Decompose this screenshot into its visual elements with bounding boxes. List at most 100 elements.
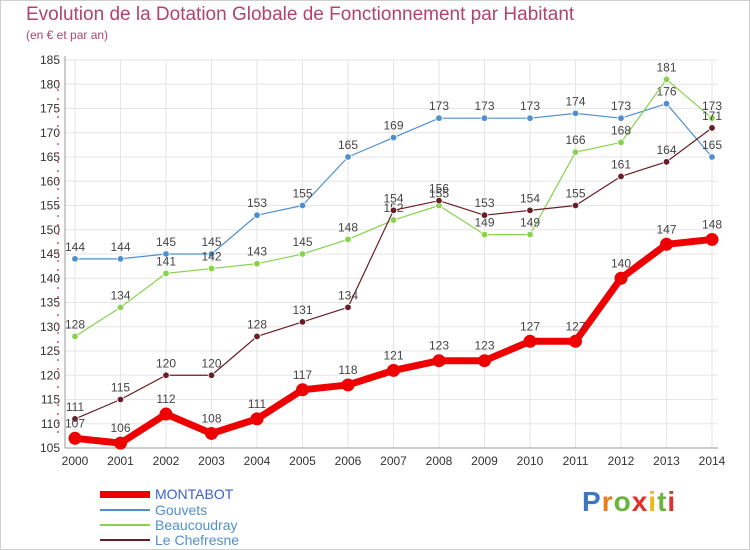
y-tick-label: 155 — [40, 199, 60, 213]
data-point — [617, 172, 625, 181]
data-point — [526, 114, 534, 122]
data-label: 123 — [474, 339, 494, 353]
data-label: 111 — [248, 397, 267, 411]
data-point — [389, 216, 398, 224]
data-label: 117 — [293, 368, 312, 382]
logo-letter: r — [601, 486, 614, 517]
data-label: 107 — [65, 416, 85, 430]
data-point — [162, 250, 170, 258]
data-label: 121 — [383, 348, 403, 362]
legend-label: MONTABOT — [155, 486, 234, 502]
data-label: 123 — [429, 339, 449, 353]
data-label: 181 — [656, 60, 676, 74]
data-label: 145 — [292, 235, 312, 249]
data-point — [660, 237, 673, 251]
data-point — [617, 114, 625, 122]
y-tick-label: 175 — [40, 102, 60, 116]
x-tick-label: 2004 — [244, 454, 271, 468]
data-label: 176 — [656, 85, 676, 99]
data-label: 143 — [247, 245, 267, 259]
logo-letter: t — [657, 486, 668, 517]
data-point — [159, 407, 173, 421]
data-point — [116, 395, 125, 404]
data-point — [389, 206, 398, 215]
y-tick-label: 115 — [41, 393, 60, 407]
data-label: 156 — [429, 182, 449, 196]
y-tick-label: 105 — [40, 441, 60, 455]
data-point — [662, 75, 671, 84]
data-point — [480, 211, 489, 219]
data-label: 144 — [110, 240, 130, 254]
data-point — [571, 201, 580, 210]
x-tick-label: 2003 — [198, 454, 225, 468]
y-tick-label: 125 — [40, 344, 60, 358]
data-point — [116, 303, 125, 312]
data-point — [571, 109, 580, 118]
data-point — [71, 332, 79, 341]
data-label: 145 — [201, 235, 221, 249]
logo-letter: P — [582, 486, 602, 517]
data-point — [114, 436, 127, 450]
data-label: 131 — [292, 303, 312, 317]
legend-label: Gouvets — [155, 502, 208, 518]
data-point — [708, 153, 716, 161]
data-label: 144 — [65, 240, 85, 254]
data-label: 141 — [156, 254, 176, 268]
data-point — [523, 334, 537, 348]
data-label: 155 — [292, 187, 312, 201]
y-tick-label: 180 — [40, 77, 60, 91]
data-label: 149 — [520, 216, 540, 230]
y-tick-label: 170 — [40, 126, 60, 140]
data-label: 134 — [110, 288, 130, 302]
data-point — [478, 354, 491, 368]
legend-swatch — [100, 491, 150, 498]
data-label: 128 — [247, 317, 267, 331]
x-tick-label: 2013 — [653, 454, 680, 468]
data-point — [253, 260, 261, 268]
proxiti-logo: Proxiti — [582, 486, 676, 518]
x-tick-label: 2008 — [426, 454, 453, 468]
data-point — [207, 250, 216, 258]
data-label: 112 — [156, 392, 175, 406]
x-tick-label: 2014 — [699, 454, 726, 468]
data-label: 120 — [201, 356, 221, 370]
data-label: 149 — [474, 216, 494, 230]
data-point — [480, 114, 489, 122]
data-point — [296, 383, 309, 397]
legend-label: Le Chefresne — [155, 532, 240, 548]
data-point — [298, 201, 307, 210]
y-tick-label: 160 — [40, 174, 60, 188]
data-label: 153 — [474, 196, 494, 210]
data-point — [708, 124, 716, 132]
data-point — [207, 371, 216, 379]
data-label: 164 — [656, 143, 676, 157]
data-point — [389, 133, 398, 142]
data-point — [162, 371, 170, 379]
data-point — [68, 431, 82, 445]
legend-swatch — [100, 539, 150, 541]
data-label: 155 — [429, 187, 449, 201]
data-point — [344, 303, 352, 312]
data-point — [71, 255, 79, 263]
data-point — [298, 318, 307, 326]
data-label: 173 — [429, 99, 449, 113]
data-label: 140 — [611, 256, 631, 270]
y-tick-label: 165 — [40, 150, 60, 164]
logo-letter: i — [667, 486, 677, 517]
y-tick-label: 140 — [40, 271, 60, 285]
logo-letter: o — [613, 486, 632, 517]
data-label: 120 — [156, 356, 176, 370]
data-label: 174 — [565, 94, 585, 108]
data-point — [432, 354, 446, 368]
x-tick-label: 2006 — [335, 454, 362, 468]
data-label: 154 — [383, 191, 403, 205]
data-point — [207, 264, 216, 273]
data-label: 115 — [111, 381, 130, 395]
y-tick-label: 110 — [41, 417, 60, 431]
data-point — [71, 415, 79, 423]
data-label: 106 — [110, 421, 130, 435]
x-tick-label: 2000 — [62, 454, 89, 468]
data-point — [387, 363, 400, 377]
y-tick-label: 185 — [40, 53, 60, 67]
data-label: 142 — [201, 250, 221, 264]
